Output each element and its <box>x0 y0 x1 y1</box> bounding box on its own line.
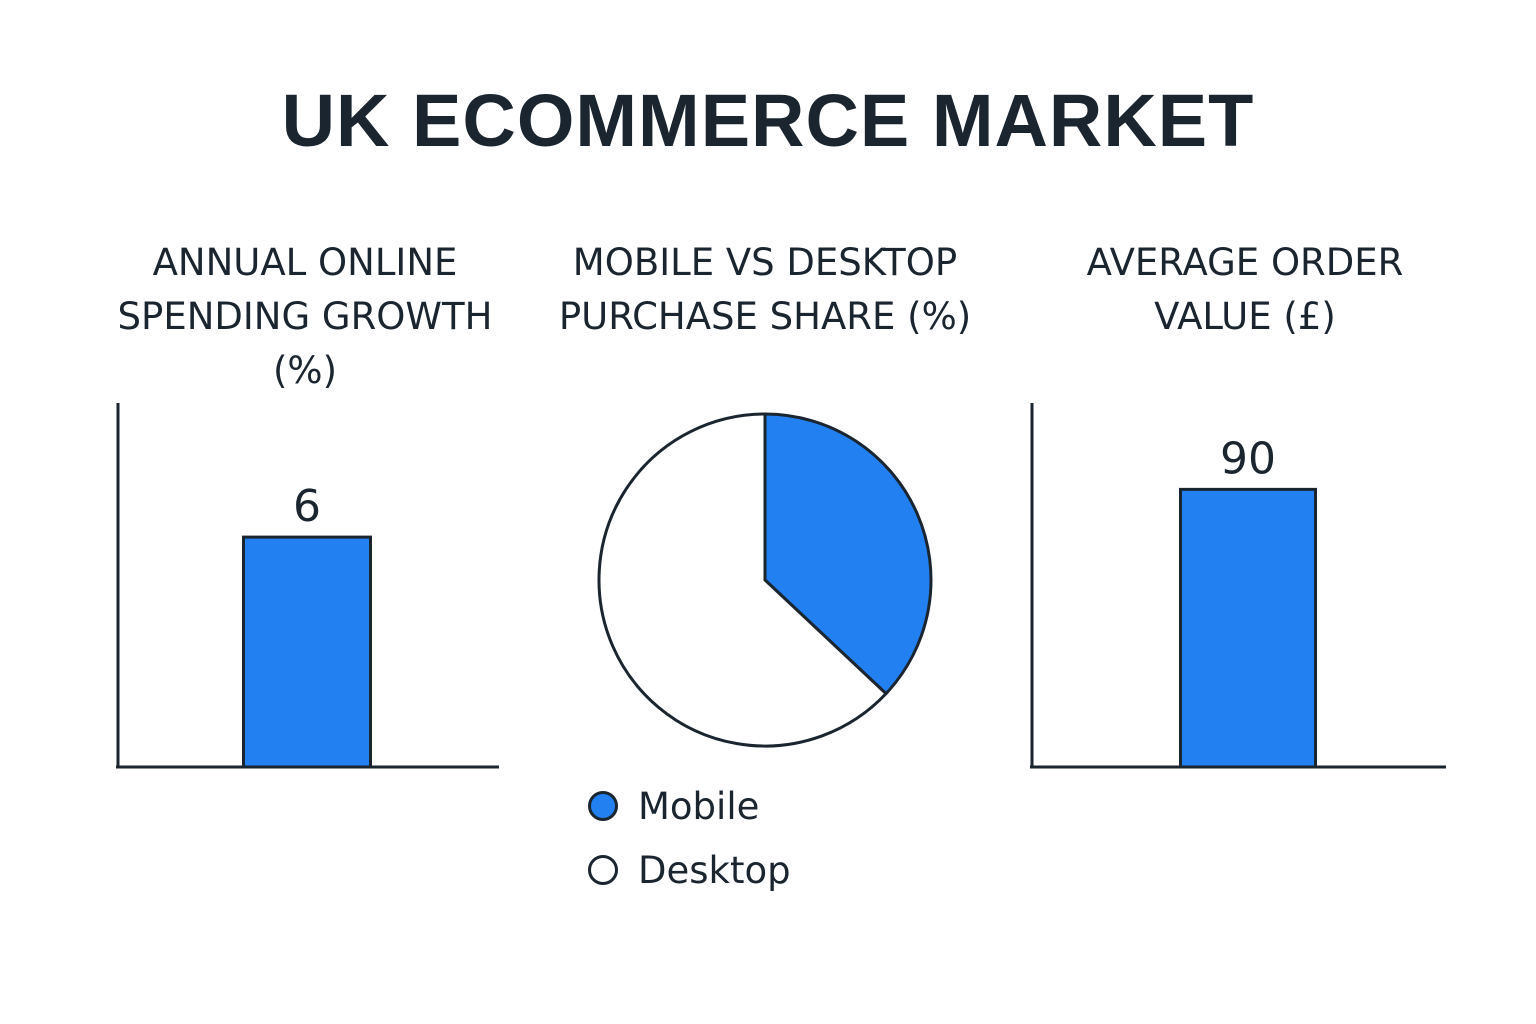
chart-title: UK ECOMMERCE MARKET <box>281 79 1255 162</box>
share-chart <box>597 412 933 748</box>
order-value-bar-label: 90 <box>1220 433 1276 484</box>
legend-swatch-desktop <box>588 855 618 885</box>
legend-swatch-mobile <box>588 791 618 821</box>
pie-slice-mobile <box>763 412 933 696</box>
legend-label-desktop: Desktop <box>638 848 791 892</box>
order-value-bar <box>1179 487 1317 769</box>
growth-chart: 6 <box>116 403 499 769</box>
growth-bar <box>242 535 372 769</box>
order-value-chart-title: AVERAGE ORDER VALUE (£) <box>1086 241 1404 338</box>
legend-item-mobile: Mobile <box>588 784 759 828</box>
share-chart-title: MOBILE VS DESKTOP PURCHASE SHARE (%) <box>558 241 972 338</box>
pie-slice-desktop <box>597 412 888 748</box>
legend-label-mobile: Mobile <box>638 784 760 828</box>
growth-chart-title: ANNUAL ONLINE SPENDING GROWTH (%) <box>117 241 493 392</box>
order-value-chart: 90 <box>1030 403 1446 769</box>
growth-bar-label: 6 <box>293 481 321 532</box>
legend-item-desktop: Desktop <box>588 848 791 892</box>
